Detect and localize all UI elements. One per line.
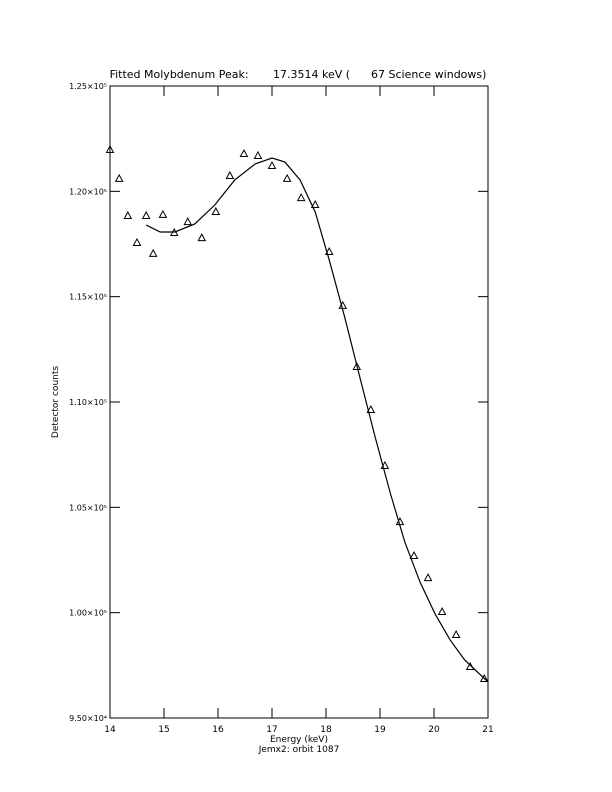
y-tick-label: 1.20×10⁵ [69, 187, 107, 196]
data-point [183, 217, 193, 226]
x-tick-label: 19 [374, 725, 386, 735]
data-point [366, 404, 376, 414]
data-point [141, 210, 151, 219]
data-point [282, 173, 292, 182]
chart-title: Fitted Molybdenum Peak: 17.3514 keV ( 67… [110, 68, 487, 81]
data-point [267, 160, 277, 170]
x-tick-label: 18 [320, 725, 332, 735]
data-point [225, 170, 235, 179]
fit-curve [145, 157, 489, 683]
data-point [423, 573, 433, 582]
y-tick-label: 1.25×10⁵ [69, 82, 107, 91]
data-point [352, 361, 362, 371]
data-point [158, 209, 168, 218]
data-point [105, 144, 115, 154]
data-point [296, 193, 306, 202]
x-tick-label: 21 [482, 725, 493, 735]
data-point [148, 248, 158, 257]
y-tick-label: 9.50×10⁴ [69, 714, 107, 723]
data-point [324, 246, 334, 256]
x-tick-label: 14 [104, 725, 116, 735]
subtitle: Jemx2: orbit 1087 [258, 745, 340, 755]
x-tick-label: 15 [158, 725, 169, 735]
data-point [114, 173, 124, 182]
data-point [239, 148, 249, 158]
y-tick-label: 1.10×10⁵ [69, 398, 107, 407]
x-tick-label: 16 [212, 725, 224, 735]
y-tick-label: 1.15×10⁵ [69, 293, 107, 302]
x-tick-label: 17 [266, 725, 277, 735]
y-tick-label: 1.00×10⁵ [69, 609, 107, 618]
data-point [197, 233, 207, 242]
data-point [451, 629, 461, 638]
data-point [437, 606, 447, 616]
data-point [479, 673, 489, 683]
data-point [211, 206, 221, 215]
data-point [123, 210, 133, 219]
x-axis-label: Energy (keV) [270, 735, 328, 745]
y-tick-label: 1.05×10⁵ [69, 503, 107, 512]
x-tick-label: 20 [428, 725, 440, 735]
data-point [310, 199, 320, 209]
data-point [409, 550, 419, 559]
y-axis-label: Detector counts [51, 366, 61, 438]
data-point [253, 150, 263, 159]
data-point [132, 237, 142, 246]
